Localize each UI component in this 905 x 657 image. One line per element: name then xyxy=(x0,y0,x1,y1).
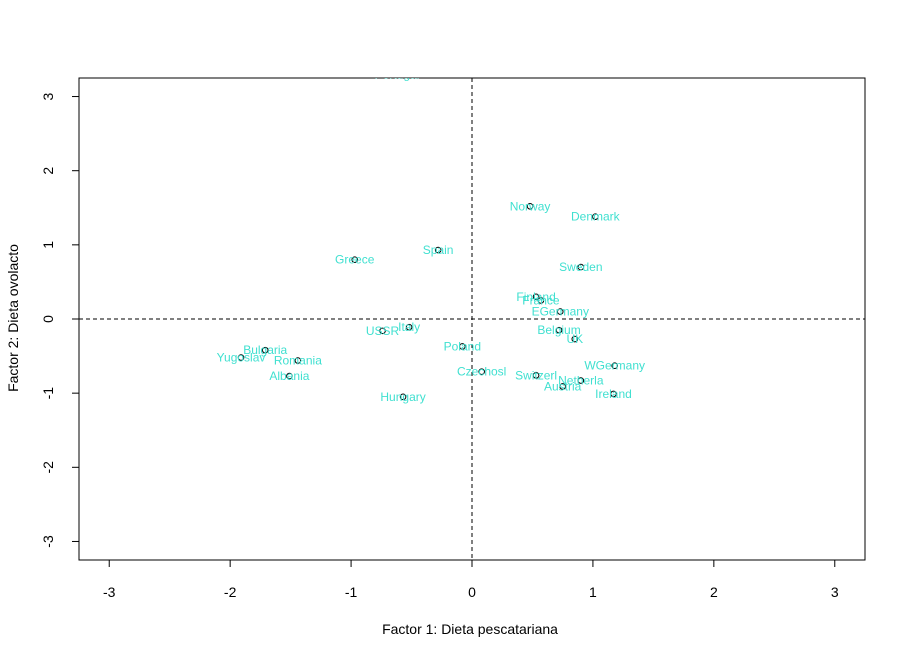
point-label: Spain xyxy=(423,243,454,257)
x-axis-title: Factor 1: Dieta pescatariana xyxy=(382,621,558,637)
point-label: Belgium xyxy=(537,323,580,337)
point-label: UK xyxy=(566,332,583,346)
data-point xyxy=(532,372,540,379)
data-point xyxy=(611,362,618,370)
point-label: Bulgaria xyxy=(243,343,287,357)
data-point xyxy=(405,323,413,331)
y-tick-label: -1 xyxy=(40,387,56,400)
x-tick-label: 3 xyxy=(831,584,839,600)
point-label: Czechosl xyxy=(457,365,506,379)
data-point xyxy=(394,71,400,77)
y-axis-title: Factor 2: Dieta ovolacto xyxy=(5,244,21,392)
y-tick-label: 1 xyxy=(40,241,56,249)
data-points xyxy=(237,71,618,401)
data-point xyxy=(556,308,564,315)
point-label: Romania xyxy=(274,354,322,368)
data-point xyxy=(478,368,485,375)
data-point xyxy=(459,343,466,350)
point-label: Austria xyxy=(544,379,582,393)
x-axis: -3 -2 -1 0 1 2 3 xyxy=(103,560,839,600)
data-point xyxy=(237,354,245,361)
point-label: USSR xyxy=(366,324,400,338)
data-point xyxy=(592,213,599,220)
y-tick-label: 0 xyxy=(40,315,56,323)
data-point xyxy=(399,393,407,401)
y-axis: -3 -2 -1 0 1 2 3 xyxy=(40,92,79,548)
point-label: EGermany xyxy=(532,305,589,319)
x-tick-label: -3 xyxy=(103,584,116,600)
point-label: Albania xyxy=(269,369,309,383)
y-tick-label: 2 xyxy=(40,167,56,175)
point-label: Netherla xyxy=(558,374,604,388)
point-label: WGermany xyxy=(584,359,645,373)
data-point xyxy=(379,327,386,335)
x-tick-label: 1 xyxy=(589,584,597,600)
data-point xyxy=(571,335,579,343)
data-point xyxy=(526,202,534,210)
data-point xyxy=(577,377,585,384)
reference-lines xyxy=(79,78,865,560)
point-label: Ireland xyxy=(595,387,632,401)
data-point xyxy=(294,357,302,364)
x-tick-label: 2 xyxy=(710,584,718,600)
point-label: Poland xyxy=(444,339,481,353)
data-point xyxy=(559,383,566,390)
point-label: Sweden xyxy=(559,260,602,274)
point-label: France xyxy=(522,293,560,307)
y-tick-label: -3 xyxy=(40,535,56,548)
data-point xyxy=(610,390,617,398)
x-tick-label: -2 xyxy=(224,584,237,600)
data-point xyxy=(286,372,293,380)
data-point xyxy=(532,293,540,301)
data-point xyxy=(577,263,585,271)
x-tick-label: 0 xyxy=(468,584,476,600)
point-label: Denmark xyxy=(571,210,621,224)
point-label: Greece xyxy=(335,253,375,267)
point-labels: Portugal Norway Denmark Spain Greece Sweden Fi… xyxy=(217,67,645,404)
y-tick-label: -2 xyxy=(40,461,56,474)
point-label: Italy xyxy=(398,320,420,334)
data-point xyxy=(434,246,442,254)
point-label: Finland xyxy=(516,290,555,304)
data-point xyxy=(555,326,563,334)
point-label: Switzerl xyxy=(515,368,557,382)
x-tick-label: -1 xyxy=(345,584,358,600)
y-tick-label: 3 xyxy=(40,92,56,100)
point-label: Yugoslav xyxy=(217,351,266,365)
data-point xyxy=(537,297,545,304)
point-label: Hungary xyxy=(380,390,425,404)
data-point xyxy=(351,256,359,263)
point-label: Portugal xyxy=(375,67,420,81)
point-label: Norway xyxy=(510,199,551,213)
data-point xyxy=(261,346,269,354)
